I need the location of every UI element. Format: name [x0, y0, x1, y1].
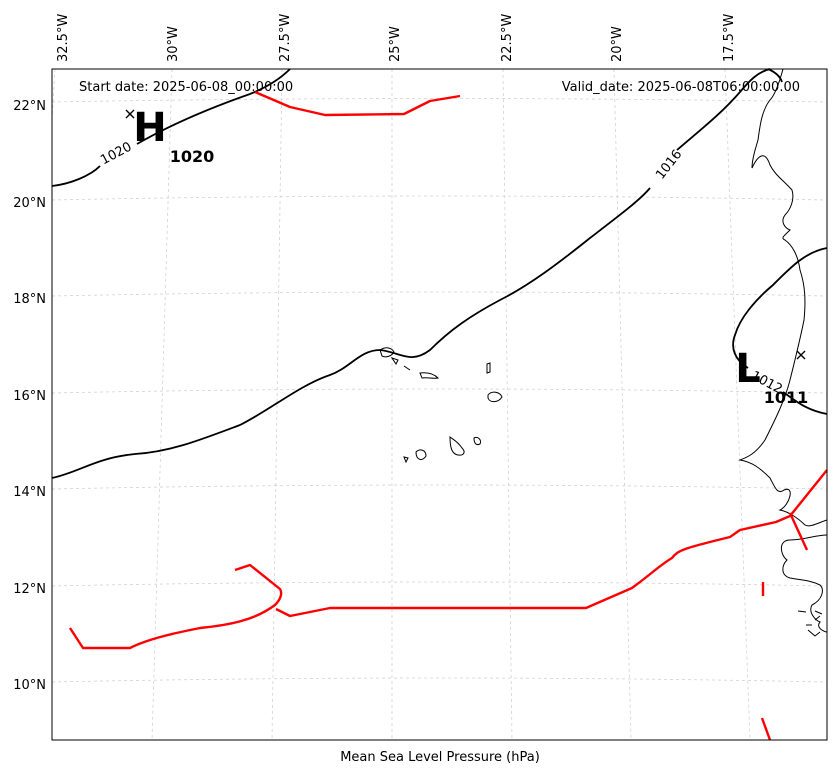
island-boa-vista: [487, 391, 503, 403]
front-east-c: [760, 717, 772, 741]
island-brava: [403, 456, 409, 464]
island-santo-antao: [379, 347, 395, 358]
high-center-marker: [125, 109, 135, 119]
front-east-a: [788, 512, 809, 551]
lon-tick-label: 20°W: [610, 26, 625, 62]
gridlines: [51, 68, 828, 741]
island-santiago: [449, 436, 465, 456]
coastlines: [379, 68, 828, 637]
front-south: [68, 469, 828, 650]
front-north: [254, 90, 461, 117]
lon-tick-label: 32.5°W: [56, 14, 71, 62]
isobar-1020: [51, 68, 291, 187]
lon-tick-labels: 32.5°W 30°W 27.5°W 25°W 22.5°W 20°W 17.5…: [56, 14, 737, 62]
lat-tick-label: 10°N: [13, 678, 46, 693]
start-date-label: Start date: 2025-06-08_00:00:00: [79, 80, 293, 95]
lat-tick-labels: 22°N 20°N 18°N 16°N 14°N 12°N 10°N: [13, 99, 46, 693]
lon-tick-label: 17.5°W: [722, 14, 737, 62]
island-sal: [486, 362, 491, 374]
lat-tick-label: 20°N: [13, 196, 46, 211]
lat-tick-label: 22°N: [13, 99, 46, 114]
lon-tick-label: 27.5°W: [278, 14, 293, 62]
lat-tick-label: 14°N: [13, 485, 46, 500]
island-sao-vicente: [390, 357, 399, 365]
lon-tick-label: 30°W: [166, 26, 181, 62]
fronts: [68, 90, 828, 741]
plot-area: [52, 69, 827, 740]
island-sao-nicolau: [419, 372, 440, 379]
high-symbol: H: [133, 105, 166, 151]
low-value: 1011: [764, 388, 809, 407]
lon-tick-label: 25°W: [388, 26, 403, 62]
valid-date-label: Valid_date: 2025-06-08T06:00:00.00: [562, 80, 800, 95]
low-symbol: L: [735, 346, 761, 392]
island-santa-luzia: [403, 365, 411, 371]
map-xlabel: Mean Sea Level Pressure (hPa): [340, 750, 540, 765]
bijagos-islands: [797, 610, 823, 637]
lat-tick-label: 12°N: [13, 582, 46, 597]
lon-tick-label: 22.5°W: [500, 14, 515, 62]
island-fogo: [415, 449, 427, 460]
high-pressure-center: H 1020: [125, 105, 215, 166]
plot-frame: [51, 68, 828, 741]
island-maio: [473, 437, 481, 446]
lat-tick-label: 18°N: [13, 292, 46, 307]
low-pressure-center: L 1011: [735, 346, 808, 407]
isobar-1016-east: [732, 68, 828, 369]
lat-tick-label: 16°N: [13, 389, 46, 404]
africa-coast: [738, 68, 828, 633]
high-value: 1020: [170, 147, 215, 166]
low-center-marker: [796, 350, 806, 360]
